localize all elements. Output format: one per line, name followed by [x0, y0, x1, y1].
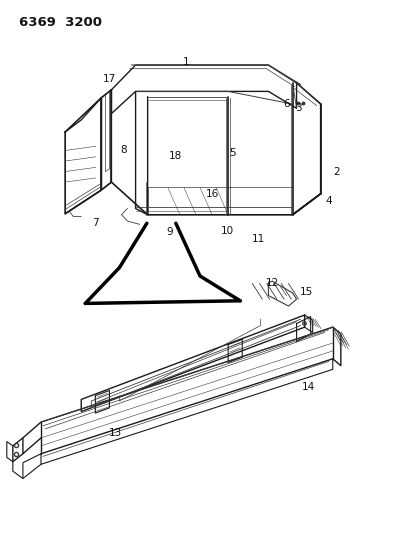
- Text: 5: 5: [229, 148, 235, 158]
- Text: 12: 12: [266, 278, 279, 288]
- Text: 3: 3: [295, 103, 302, 114]
- Text: 13: 13: [109, 427, 122, 438]
- Text: 14: 14: [302, 382, 315, 392]
- Text: 2: 2: [333, 166, 340, 176]
- Text: 9: 9: [166, 227, 173, 237]
- Text: 17: 17: [103, 74, 116, 84]
- Text: 6: 6: [283, 99, 290, 109]
- Text: 6369  3200: 6369 3200: [19, 16, 102, 29]
- Text: 10: 10: [221, 226, 234, 236]
- Text: 18: 18: [169, 151, 182, 161]
- Text: 8: 8: [120, 146, 127, 156]
- Text: 4: 4: [326, 196, 332, 206]
- Text: 11: 11: [252, 234, 265, 244]
- Text: 1: 1: [182, 58, 189, 67]
- Text: 16: 16: [205, 189, 219, 199]
- Text: 15: 15: [300, 287, 313, 297]
- Text: 7: 7: [92, 218, 99, 228]
